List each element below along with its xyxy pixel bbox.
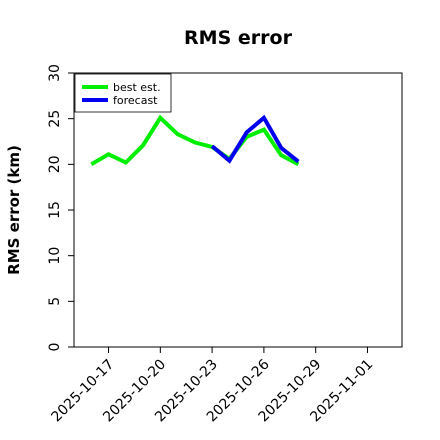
y-tick-label: 30 bbox=[47, 64, 63, 82]
y-axis-label: RMS error (km) bbox=[5, 145, 23, 275]
series-layer bbox=[90, 114, 300, 167]
y-tick-label: 0 bbox=[47, 343, 63, 352]
y-tick-label: 10 bbox=[47, 247, 63, 265]
series-line-best-est bbox=[90, 114, 300, 167]
legend-box bbox=[74, 73, 172, 113]
y-tick-label: 20 bbox=[47, 155, 63, 173]
chart-title: RMS error bbox=[184, 27, 293, 49]
y-tick-label: 25 bbox=[47, 110, 63, 128]
series-line-forecast bbox=[210, 114, 300, 164]
legend-label-best-est: best est. bbox=[113, 81, 161, 94]
y-tick-label: 5 bbox=[47, 297, 63, 306]
y-axis-ticks: 0 5 10 15 20 25 30 bbox=[47, 64, 74, 351]
legend-label-forecast: forecast bbox=[113, 94, 158, 107]
y-tick-label: 15 bbox=[47, 201, 63, 219]
plot-area-frame bbox=[73, 72, 403, 348]
legend: best est. forecast bbox=[74, 73, 172, 113]
x-axis-ticks: 2025-10-172025-10-202025-10-232025-10-26… bbox=[49, 347, 376, 425]
